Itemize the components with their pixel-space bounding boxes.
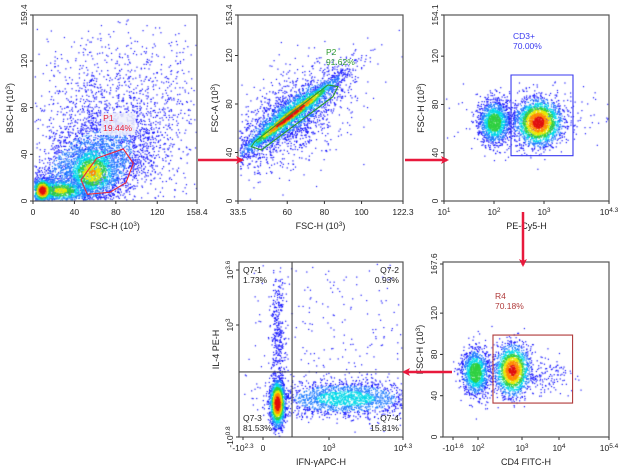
x-tick-label: 101 xyxy=(437,207,450,218)
x-axis-label: CD4 FITC-H xyxy=(501,457,551,467)
y-axis-label: FSC-H (103) xyxy=(415,325,426,375)
y-tick-label: 103 xyxy=(225,318,236,331)
gate-name: P2 xyxy=(326,47,337,57)
y-tick-label: 120 xyxy=(19,54,29,68)
gate-percent: 19.44% xyxy=(103,123,132,133)
x-tick-label: 0 xyxy=(31,207,36,217)
gate-percent: 70.00% xyxy=(513,41,542,51)
quadrant-name: Q7-1 xyxy=(243,265,262,275)
gate-name: P1 xyxy=(103,113,114,123)
gate-p1[interactable] xyxy=(80,148,134,195)
quadrant-percent: 1.73% xyxy=(243,275,268,285)
x-tick-label: 104 xyxy=(552,443,565,454)
plot-p2: 33.5 60 80 100 122.3 0 40 80 120 153.4 FSC-H (103)… xyxy=(210,4,414,231)
gate-cd3[interactable] xyxy=(510,74,574,157)
y-tick-label: 80 xyxy=(429,349,439,359)
x-tick-label: 104.3 xyxy=(600,207,619,218)
gate-percent: 70.18% xyxy=(495,301,524,311)
quadrant-percent: 15.81% xyxy=(370,423,399,433)
y-axis-label: IL-4 PE-H xyxy=(211,330,221,370)
gate-p2[interactable] xyxy=(250,84,339,151)
x-tick-label: 103 xyxy=(537,207,550,218)
y-tick-label: 0 xyxy=(19,198,29,203)
x-tick-label: 100 xyxy=(354,207,368,217)
x-tick-label: 122.3 xyxy=(392,207,414,217)
y-axis-label: FSC-H (103) xyxy=(416,83,427,133)
plot-frame xyxy=(237,14,404,202)
x-tick-label: 105.4 xyxy=(600,443,619,454)
gate-r4[interactable] xyxy=(492,334,574,404)
x-tick-label: 40 xyxy=(70,207,80,217)
x-tick-label: 158.4 xyxy=(186,207,208,217)
quadrant-name: Q7-4 xyxy=(380,413,399,423)
gate-name: R4 xyxy=(495,291,506,301)
quadrant-percent: 0.93% xyxy=(375,275,400,285)
x-tick-label: -101.6 xyxy=(442,443,464,454)
y-tick-label: -100.8 xyxy=(225,426,236,448)
y-tick-label: 167.6 xyxy=(429,253,439,275)
y-tick-label: 120 xyxy=(430,49,440,63)
x-tick-label: 102 xyxy=(487,207,500,218)
y-tick-label: 0 xyxy=(429,434,439,439)
y-tick-label: 40 xyxy=(224,148,234,158)
x-tick-label: 80 xyxy=(320,207,330,217)
quadrant-percent: 81.53% xyxy=(243,423,272,433)
y-tick-label: 103.6 xyxy=(225,260,236,279)
y-tick-label: 0 xyxy=(430,198,440,203)
x-tick-label: 33.5 xyxy=(230,207,247,217)
gating-flow-arrows xyxy=(198,156,527,376)
x-tick-label: 104.3 xyxy=(394,443,413,454)
plot-p3: 101 102 103 104.3 0 40 80 120 154.1 PE-Cy5-H FSC-H… xyxy=(416,4,619,231)
x-axis-label: FSC-H (103) xyxy=(90,221,140,232)
gate-percent: 91.62% xyxy=(326,57,355,67)
y-tick-label: 159.4 xyxy=(19,4,29,26)
x-tick-label: 103 xyxy=(322,443,335,454)
x-tick-label: 60 xyxy=(283,207,293,217)
plot-p1: 0 40 80 120 158.4 0 40 80 120 159.4 FSC-H (103) BSC… xyxy=(5,4,208,231)
x-tick-label: 80 xyxy=(111,207,121,217)
y-tick-label: 80 xyxy=(430,99,440,109)
y-tick-label: 80 xyxy=(19,103,29,113)
x-tick-label: -102.3 xyxy=(232,443,254,454)
quadrant-name: Q7-3 xyxy=(243,413,262,423)
x-axis-label: FSC-H (103) xyxy=(296,221,346,232)
y-tick-label: 0 xyxy=(224,198,234,203)
plot-frame xyxy=(442,261,610,438)
plot-frame xyxy=(238,261,404,438)
x-axis-label: IFN-γAPC-H xyxy=(296,457,346,467)
y-tick-label: 40 xyxy=(430,148,440,158)
x-axis-label: PE-Cy5-H xyxy=(506,221,547,231)
gate-name: CD3+ xyxy=(513,31,535,41)
y-tick-label: 120 xyxy=(224,48,234,62)
y-tick-label: 153.4 xyxy=(224,4,234,26)
plot-frame xyxy=(32,14,198,202)
y-tick-label: 154.1 xyxy=(430,4,440,26)
y-axis-label: BSC-H (103) xyxy=(5,83,16,133)
x-tick-label: 120 xyxy=(150,207,164,217)
y-tick-label: 120 xyxy=(429,306,439,320)
plot-p5: -101.6 102 103 104 105.4 0 40 80 120 167.6 CD4 FIT… xyxy=(415,253,619,467)
x-tick-label: 0 xyxy=(261,443,266,453)
y-tick-label: 40 xyxy=(429,391,439,401)
x-tick-label: 103 xyxy=(515,443,528,454)
x-tick-label: 102 xyxy=(471,443,484,454)
plot-frame xyxy=(443,14,610,202)
quadrant-name: Q7-2 xyxy=(380,265,399,275)
y-tick-label: 40 xyxy=(19,149,29,159)
plot-p4: -102.3 0 103 104.3 -100.8 103 103.6 IFN-γAPC-H I… xyxy=(211,260,413,467)
y-axis-label: FSC-A (103) xyxy=(210,84,221,133)
y-tick-label: 80 xyxy=(224,99,234,109)
gate-label-background xyxy=(101,112,136,135)
